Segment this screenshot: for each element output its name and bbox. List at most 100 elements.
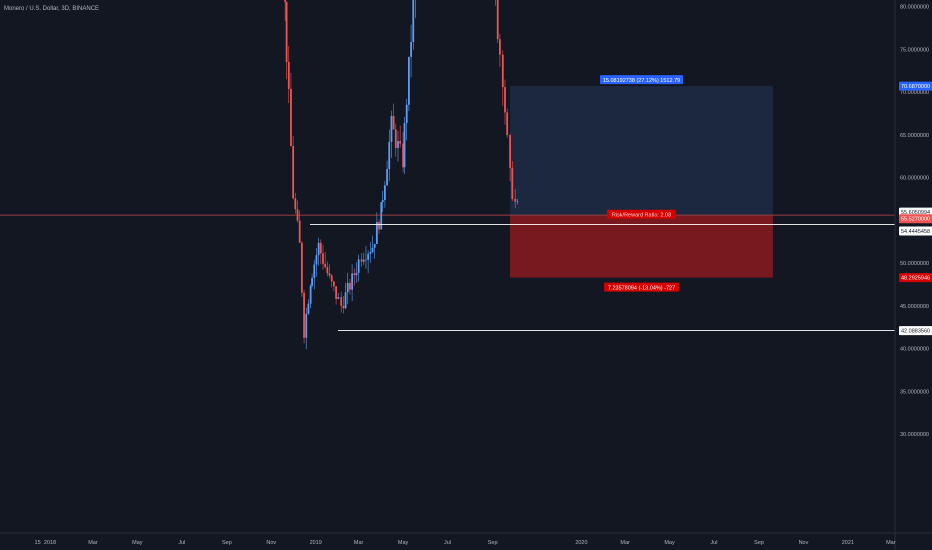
plot-area [0, 0, 895, 350]
candle-body [324, 263, 327, 268]
candle-body [371, 247, 374, 253]
candle-body [330, 275, 333, 282]
candle-body [303, 292, 305, 338]
x-tick-label: Mar [886, 540, 896, 546]
x-tick-label: 15 [35, 540, 41, 546]
y-tick-label: 75.0000000 [900, 47, 929, 53]
x-tick-label: Mar [354, 540, 364, 546]
price-tag: 70.6870000 [899, 81, 932, 91]
candle-body [388, 141, 391, 170]
y-tick-label: 45.0000000 [900, 304, 929, 310]
candle-body [322, 253, 324, 264]
x-tick-label: Sep [222, 540, 232, 546]
candle-body [403, 122, 406, 168]
candle-body [349, 282, 351, 290]
y-tick-label: 65.0000000 [900, 133, 929, 139]
x-tick-label: Jul [178, 540, 185, 546]
candle-body [309, 285, 312, 304]
candle-body [342, 305, 345, 309]
x-tick-label: 2020 [575, 540, 587, 546]
candle-body [300, 242, 303, 293]
candle-body [381, 200, 384, 203]
svg-text:42.0883560: 42.0883560 [901, 329, 930, 335]
candle-body [353, 273, 356, 276]
candle-body [499, 39, 501, 55]
candle-body [317, 242, 320, 256]
candle-body [410, 42, 412, 57]
x-tick-label: May [664, 540, 675, 546]
y-tick-label: 60.0000000 [900, 176, 929, 182]
candle-body [337, 297, 340, 299]
candle-body [390, 116, 393, 142]
loss-zone [510, 215, 773, 278]
candle-body [307, 303, 310, 314]
candle-body [357, 259, 360, 273]
candle-body [333, 281, 335, 287]
candle-body [399, 141, 402, 144]
symbol-title: Monero / U.S. Dollar, 3D, BINANCE [4, 6, 100, 12]
x-tick-label: Sep [488, 540, 498, 546]
target-label: 15.08192738 (27.12%) 1512.79 [600, 75, 683, 85]
x-tick-label: Nov [799, 540, 809, 546]
candle-body [397, 141, 399, 149]
candle-body [351, 273, 354, 290]
candle-body [315, 255, 318, 265]
candle-body [375, 221, 378, 244]
candle-body [313, 264, 316, 279]
svg-text:7.23578094 (-13.04%) -727: 7.23578094 (-13.04%) -727 [608, 286, 675, 292]
svg-text:15.08192738 (27.12%) 1512.79: 15.08192738 (27.12%) 1512.79 [603, 78, 680, 84]
candle-body [501, 54, 504, 88]
svg-text:55.6050994: 55.6050994 [901, 210, 930, 216]
candle-body [380, 202, 383, 230]
y-tick-label: 50.0000000 [900, 261, 929, 267]
candle-body [516, 201, 519, 203]
candle-body [365, 259, 367, 261]
candle-body [362, 259, 365, 262]
candle-body [344, 292, 347, 309]
candle-body [284, 0, 287, 2]
candle-body [287, 62, 290, 89]
svg-text:48.2925946: 48.2925946 [901, 276, 930, 282]
candle-body [509, 135, 511, 168]
candle-body [335, 286, 338, 299]
candle-body [386, 169, 388, 186]
candles [284, 0, 519, 350]
y-tick-label: 35.0000000 [900, 389, 929, 395]
candle-body [392, 116, 395, 130]
entry-label: Risk/Reward Ratio: 2.08 [606, 209, 677, 219]
candle-body [298, 220, 301, 243]
candle-body [292, 146, 295, 199]
candle-body [346, 282, 349, 293]
candle-body [511, 167, 514, 199]
x-tick-label: May [132, 540, 143, 546]
candle-body [294, 198, 297, 210]
x-tick-label: Mar [88, 540, 98, 546]
x-tick-label: 2018 [44, 540, 56, 546]
price-tag: 55.5270000 [899, 214, 932, 224]
price-tag: 48.2925946 [899, 273, 932, 283]
svg-text:54.4445458: 54.4445458 [901, 229, 930, 235]
stop-label: 7.23578094 (-13.04%) -727 [604, 282, 679, 292]
svg-text:55.5270000: 55.5270000 [901, 217, 930, 223]
candle-body [514, 198, 517, 202]
candle-body [412, 0, 415, 43]
candle-body [506, 112, 509, 136]
x-tick-label: May [398, 540, 409, 546]
x-tick-label: Jul [444, 540, 451, 546]
candle-body [290, 88, 292, 147]
price-tag: 42.0883560 [899, 326, 932, 336]
candle-body [378, 221, 380, 230]
candle-body [305, 313, 308, 338]
candle-body [326, 267, 329, 274]
candle-body [328, 273, 331, 276]
candle-body [408, 56, 410, 105]
y-tick-label: 70.0000000 [900, 90, 929, 96]
candle-body [285, 1, 288, 63]
svg-text:Risk/Reward Ratio: 2.08: Risk/Reward Ratio: 2.08 [612, 213, 671, 219]
candle-body [360, 259, 363, 262]
profit-zone [510, 86, 773, 216]
x-tick-label: Nov [266, 540, 276, 546]
candle-body [355, 272, 358, 276]
price-tag: 54.4445458 [899, 226, 932, 236]
